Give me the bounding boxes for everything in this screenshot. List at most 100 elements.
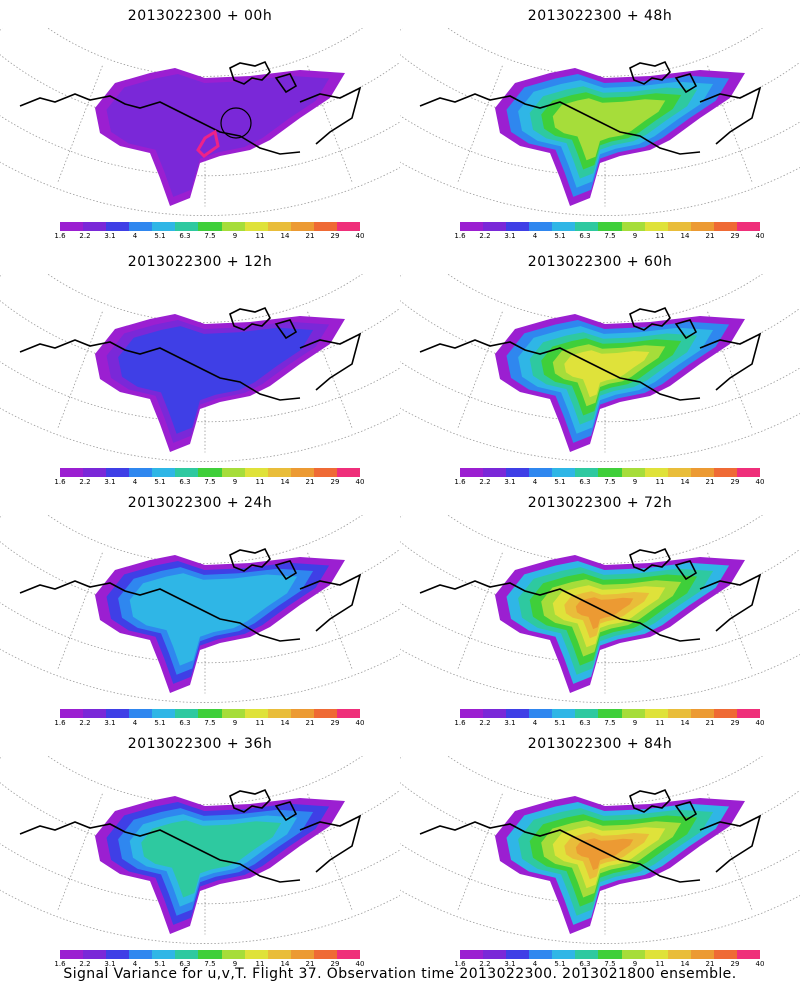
colorbar-label: 3.1 [504,478,516,486]
colorbar-swatch [244,468,268,477]
colorbar-swatch [313,468,337,477]
target-circle [220,107,252,139]
colorbar-label: 40 [755,960,765,968]
colorbar-label: 5.1 [554,232,566,240]
colorbar-swatch [506,222,530,231]
colorbar-label: 29 [730,232,740,240]
coastline [19,60,362,155]
colorbar-swatch [175,950,199,959]
colorbar-label: 1.6 [54,478,66,486]
colorbar-swatch [83,709,107,718]
colorbar-label: 2.2 [79,232,91,240]
colorbar-swatch [244,950,268,959]
colorbar-label: 14 [280,478,290,486]
colorbar-swatch [221,222,245,231]
colorbar-swatch [83,468,107,477]
colorbar: 1.6 2.2 3.1 4 5.1 6.3 7.5 9 11 14 21 29 40 [54,950,364,972]
colorbar-swatch [244,222,268,231]
coastline [419,547,762,642]
colorbar-swatch [621,709,645,718]
map-plot [400,28,800,216]
colorbar-swatch [598,950,622,959]
colorbar-swatch [460,950,484,959]
colorbar-swatch [736,950,761,959]
colorbar-swatch [106,709,130,718]
panel-title: 2013022300 + 00h [127,8,273,24]
colorbar-swatch [690,950,714,959]
colorbar-label: 1.6 [454,478,466,486]
variance-contour [575,597,634,630]
colorbar-label: 3.1 [504,960,516,968]
colorbar-label: 11 [255,232,265,240]
variance-contour [141,820,282,898]
colorbar-swatch [129,709,153,718]
colorbar-swatch [667,468,691,477]
colorbar-swatch [713,222,737,231]
colorbar-label: 7.5 [204,960,216,968]
colorbar-label: 2.2 [479,478,491,486]
colorbar-label: 5.1 [154,719,166,727]
colorbar-swatch [644,468,668,477]
colorbar-label: 2.2 [79,719,91,727]
colorbar-swatch [198,222,222,231]
colorbar-label: 5.1 [554,478,566,486]
colorbar-label: 9 [632,719,638,727]
colorbar-label: 40 [355,232,365,240]
colorbar-label: 7.5 [604,960,616,968]
colorbar-swatch [552,950,576,959]
forecast-panel: 2013022300 + 60h 1.6 2.2 3.1 4 5.1 6.3 7.5 9 11 14… [400,246,800,491]
colorbar-label: 11 [255,478,265,486]
colorbar-swatch [152,468,176,477]
colorbar-swatch [221,468,245,477]
colorbar-swatch [529,222,553,231]
colorbar-swatch [336,709,361,718]
colorbar-label: 14 [280,232,290,240]
colorbar-label: 1.6 [54,719,66,727]
colorbar-swatch [336,950,361,959]
coastline [19,547,362,642]
colorbar-label: 7.5 [604,478,616,486]
colorbar-swatch [267,950,291,959]
colorbar-label: 40 [355,478,365,486]
colorbar-swatch [506,950,530,959]
colorbar-swatch [129,468,153,477]
colorbar-swatch [221,950,245,959]
coastline [19,306,362,401]
colorbar-label: 6.3 [579,478,591,486]
colorbar-swatch [221,709,245,718]
colorbar-swatch [644,950,668,959]
colorbar-label: 2.2 [479,960,491,968]
colorbar-label: 4 [132,719,138,727]
colorbar-label: 3.1 [104,719,116,727]
colorbar-label: 9 [632,478,638,486]
colorbar-swatch [152,222,176,231]
flight-track [196,129,220,158]
colorbar-swatch [290,222,314,231]
colorbar-swatch [575,950,599,959]
forecast-panel: 2013022300 + 72h 1.6 2.2 3.1 4 5.1 6.3 7.5 9 11 14… [400,487,800,732]
colorbar-label: 11 [655,232,665,240]
colorbar-swatch [529,950,553,959]
colorbar-label: 7.5 [204,719,216,727]
colorbar-swatch [83,222,107,231]
colorbar-swatch [152,709,176,718]
colorbar-swatch [529,468,553,477]
map-plot [0,756,400,944]
colorbar-swatch [290,709,314,718]
colorbar: 1.6 2.2 3.1 4 5.1 6.3 7.5 9 11 14 21 29 40 [454,222,764,244]
colorbar-label: 14 [280,719,290,727]
forecast-panel: 2013022300 + 24h 1.6 2.2 3.1 4 5.1 6.3 7.5 9 11 14… [0,487,400,732]
colorbar-label: 9 [232,478,238,486]
colorbar-label: 11 [655,960,665,968]
colorbar-swatch [175,468,199,477]
colorbar-label: 7.5 [604,232,616,240]
colorbar-label: 3.1 [104,232,116,240]
colorbar-label: 29 [730,478,740,486]
colorbar-swatch [106,950,130,959]
variance-field [495,68,745,206]
colorbar: 1.6 2.2 3.1 4 5.1 6.3 7.5 9 11 14 21 29 40 [454,709,764,731]
colorbar-label: 21 [705,478,715,486]
colorbar-label: 9 [232,232,238,240]
colorbar-swatch [198,709,222,718]
colorbar-swatch [736,468,761,477]
